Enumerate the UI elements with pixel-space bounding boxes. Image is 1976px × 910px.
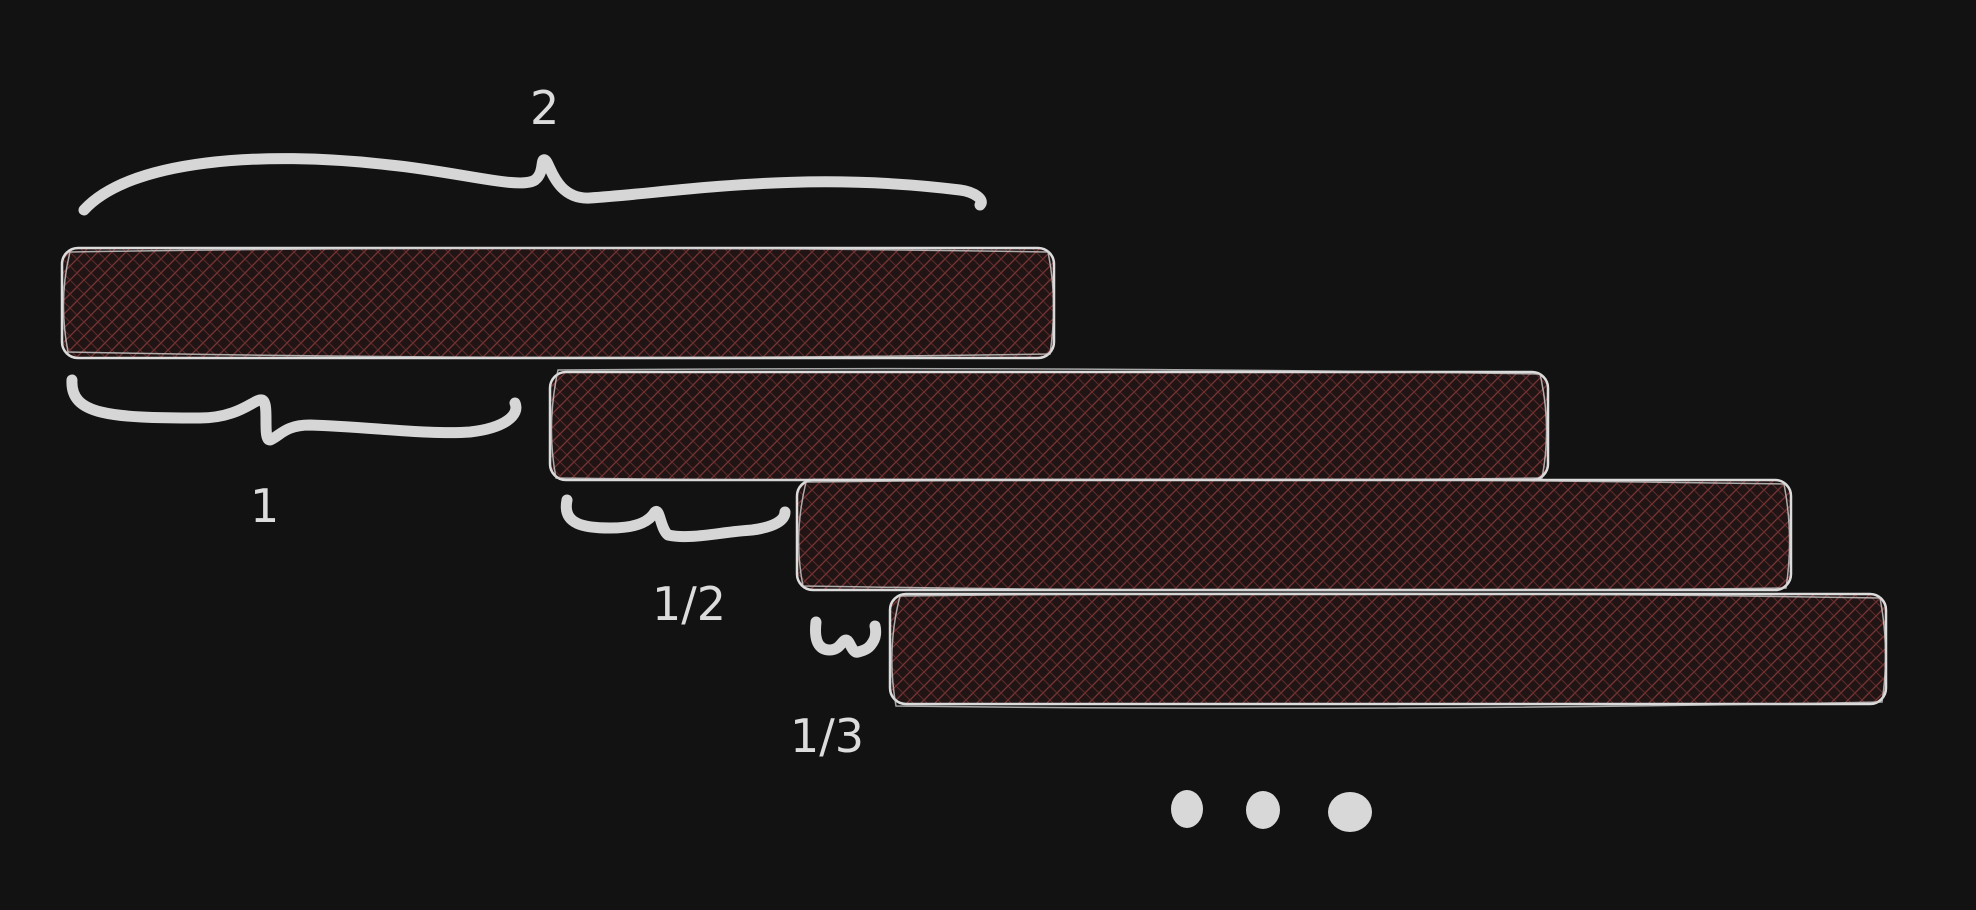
label-2: 2 [530, 81, 559, 135]
brace-third [810, 616, 882, 658]
bar-4 [888, 592, 1888, 709]
brace-half [560, 494, 791, 543]
bar-3 [795, 478, 1793, 592]
brace-length-1 [66, 374, 522, 446]
ellipsis-dots [1171, 790, 1372, 832]
top-brace [78, 153, 987, 216]
label-third: 1/3 [790, 709, 864, 763]
label-1: 1 [250, 479, 279, 533]
bar-length-2 [60, 246, 1056, 360]
label-half: 1/2 [652, 577, 726, 631]
bar-2 [548, 367, 1550, 482]
